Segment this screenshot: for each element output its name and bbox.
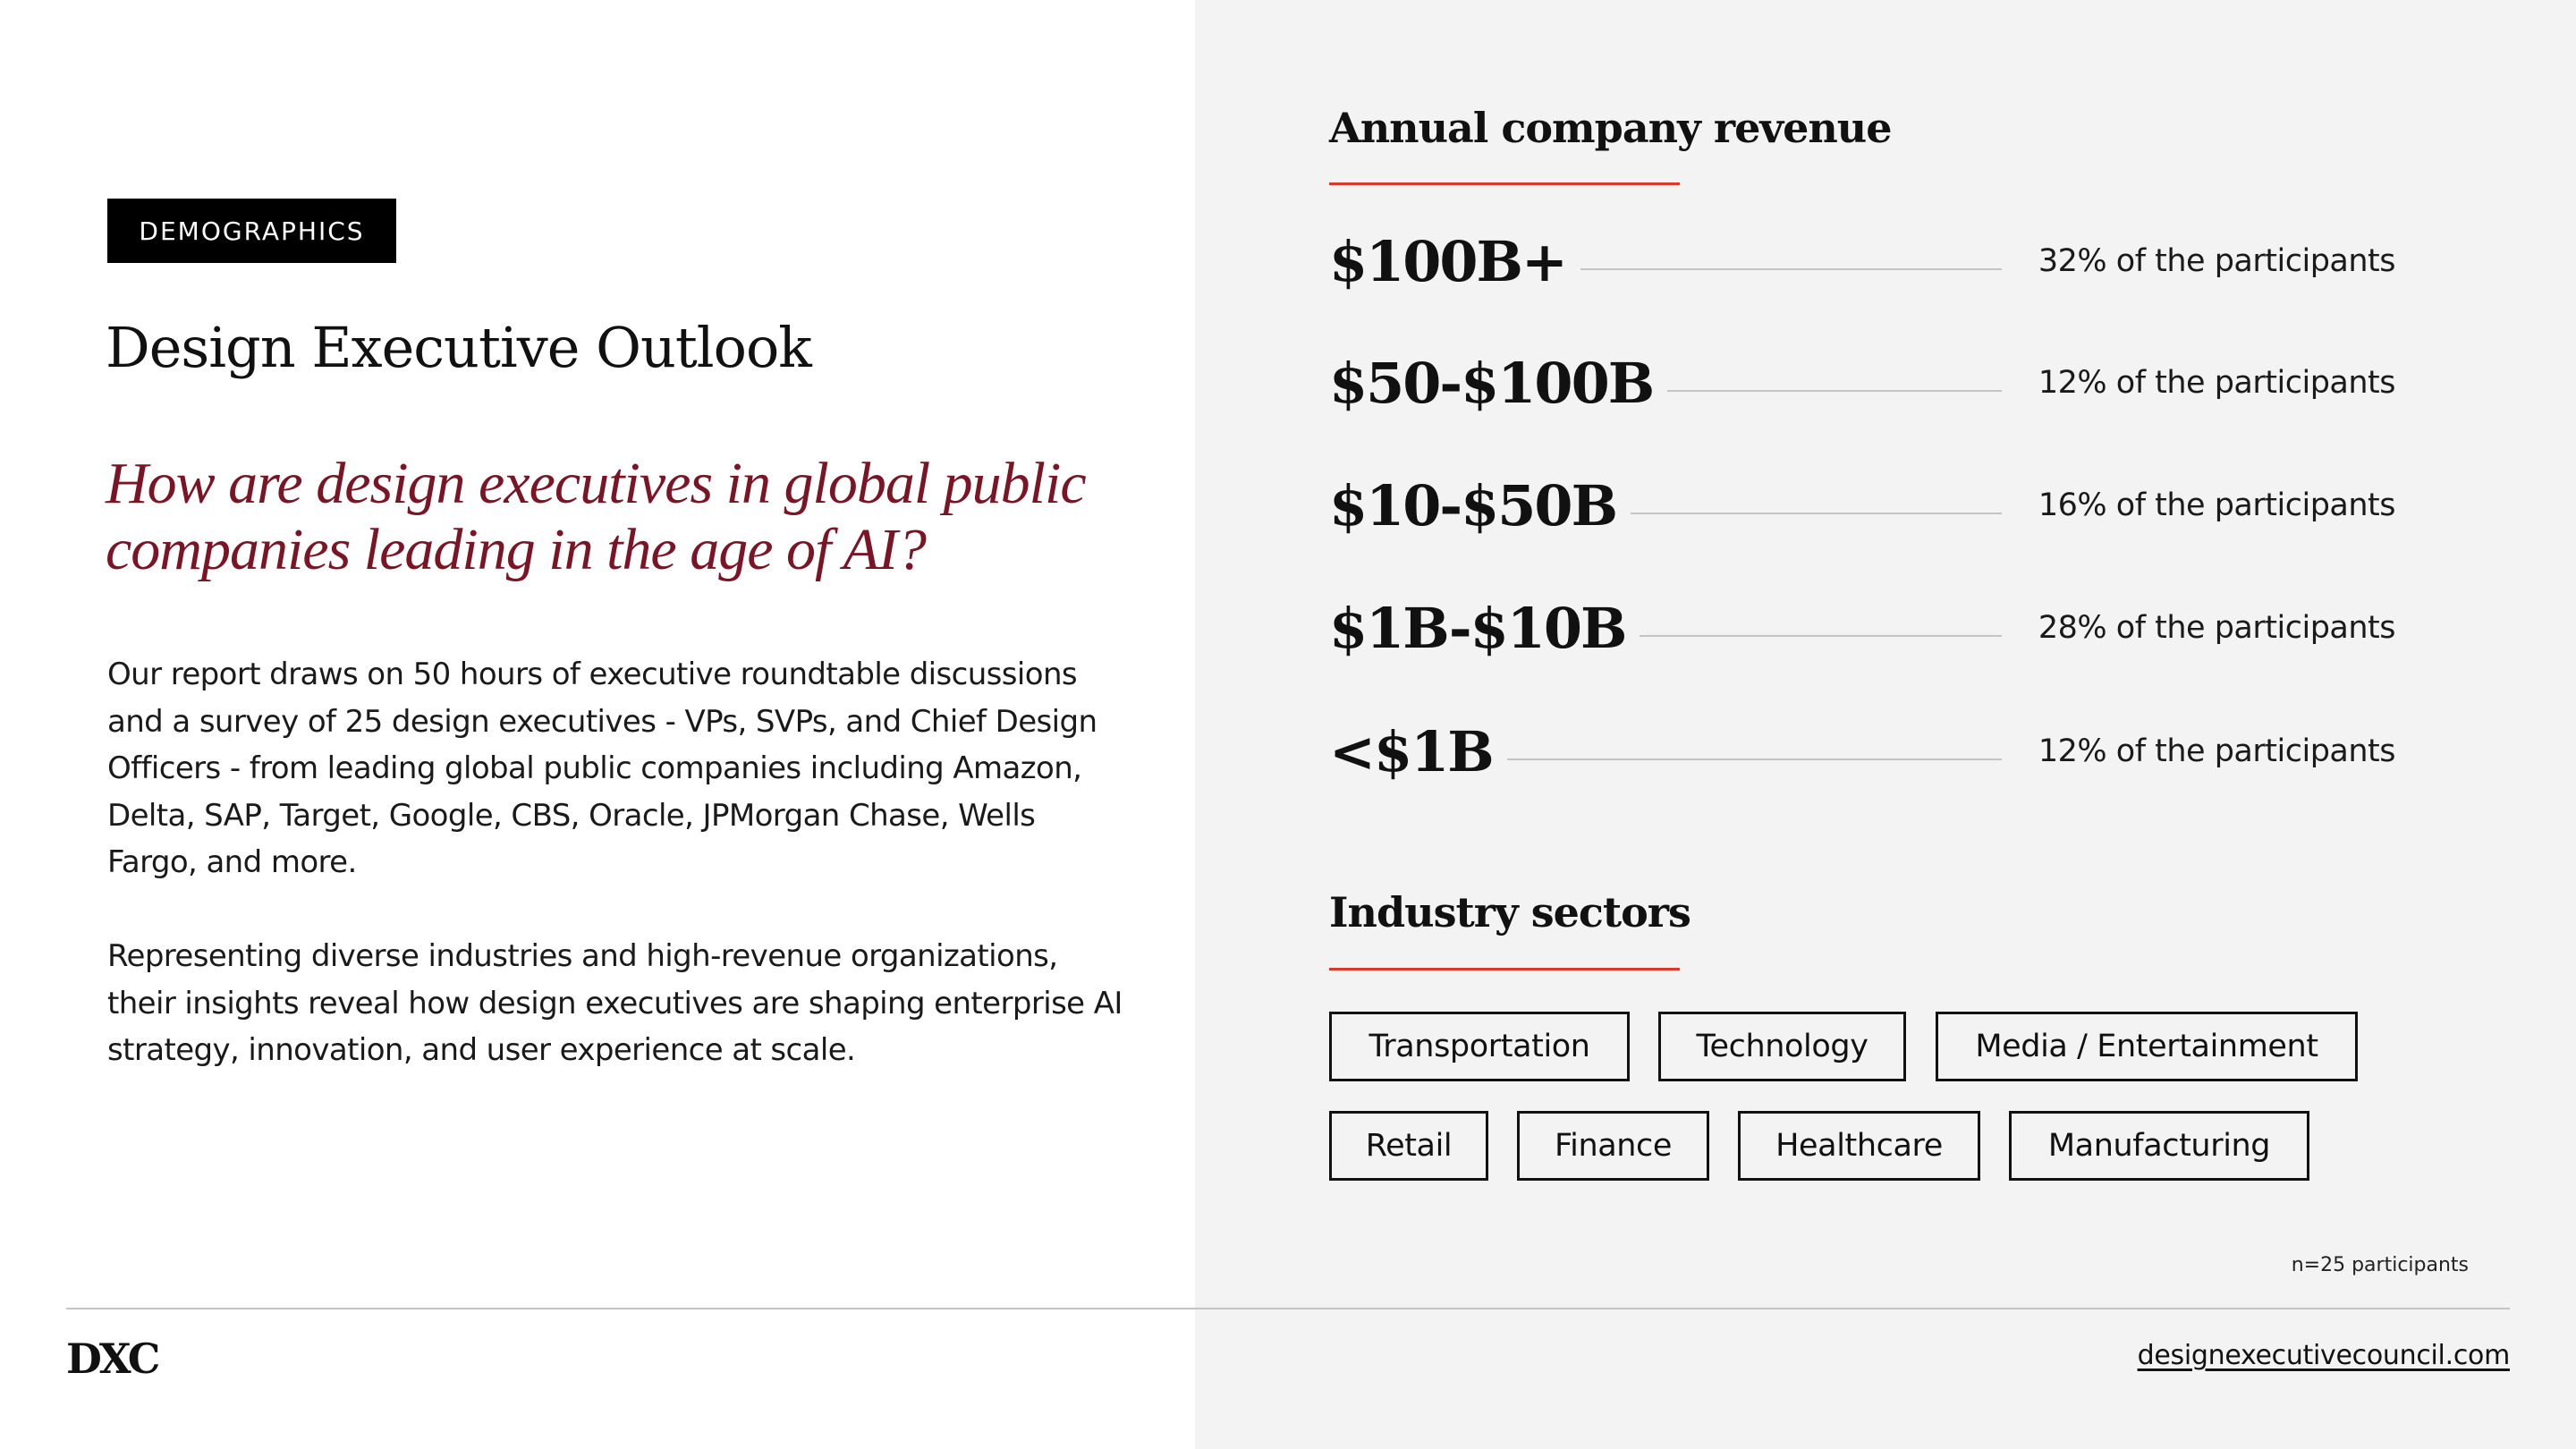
sector-tag: Healthcare — [1738, 1111, 1980, 1181]
revenue-row: $100B+ 32% of the participants — [1329, 225, 2396, 297]
revenue-row: $50-$100B 12% of the participants — [1329, 347, 2396, 419]
intro-paragraph: Our report draws on 50 hours of executiv… — [107, 657, 1097, 880]
sector-tag: Technology — [1658, 1012, 1906, 1081]
revenue-heading: Annual company revenue — [1329, 104, 1892, 152]
leader-line — [1506, 758, 2002, 760]
leader-line — [1640, 635, 2002, 637]
revenue-heading-underline — [1329, 182, 1680, 185]
sector-tag: Manufacturing — [2009, 1111, 2309, 1181]
revenue-share: 32% of the participants — [2038, 243, 2396, 279]
revenue-share: 12% of the participants — [2038, 365, 2396, 401]
sector-tag: Media / Entertainment — [1936, 1012, 2358, 1081]
page-title: Design Executive Outlook — [106, 315, 812, 380]
sectors-heading-underline — [1329, 968, 1680, 970]
sectors-heading: Industry sectors — [1329, 888, 1691, 936]
sector-tag: Retail — [1329, 1111, 1488, 1181]
revenue-label: $1B-$10B — [1329, 595, 1627, 661]
right-panel — [1195, 0, 2576, 1449]
insights-paragraph: Representing diverse industries and high… — [107, 938, 1123, 1068]
revenue-row: $10-$50B 16% of the participants — [1329, 470, 2396, 541]
sector-tag: Transportation — [1329, 1012, 1630, 1081]
revenue-row: <$1B 12% of the participants — [1329, 716, 2396, 787]
sample-size-note: n=25 participants — [2291, 1254, 2469, 1276]
website-link[interactable]: designexecutivecouncil.com — [2137, 1340, 2511, 1371]
lead-question: How are design executives in global publ… — [106, 451, 1087, 582]
revenue-share: 12% of the participants — [2038, 733, 2396, 769]
revenue-share: 28% of the participants — [2038, 610, 2396, 646]
section-badge: DEMOGRAPHICS — [107, 199, 396, 263]
leader-line — [1667, 390, 2002, 392]
leader-line — [1580, 268, 2002, 270]
dxc-logo: DXC — [66, 1335, 160, 1383]
revenue-row: $1B-$10B 28% of the participants — [1329, 592, 2396, 664]
revenue-share: 16% of the participants — [2038, 487, 2396, 523]
footer-divider — [66, 1308, 2510, 1309]
sector-tag: Finance — [1517, 1111, 1709, 1181]
revenue-label: <$1B — [1329, 718, 1495, 784]
revenue-label: $100B+ — [1329, 228, 1568, 294]
revenue-label: $10-$50B — [1329, 472, 1618, 538]
leader-line — [1630, 513, 2002, 514]
revenue-label: $50-$100B — [1329, 350, 1655, 416]
